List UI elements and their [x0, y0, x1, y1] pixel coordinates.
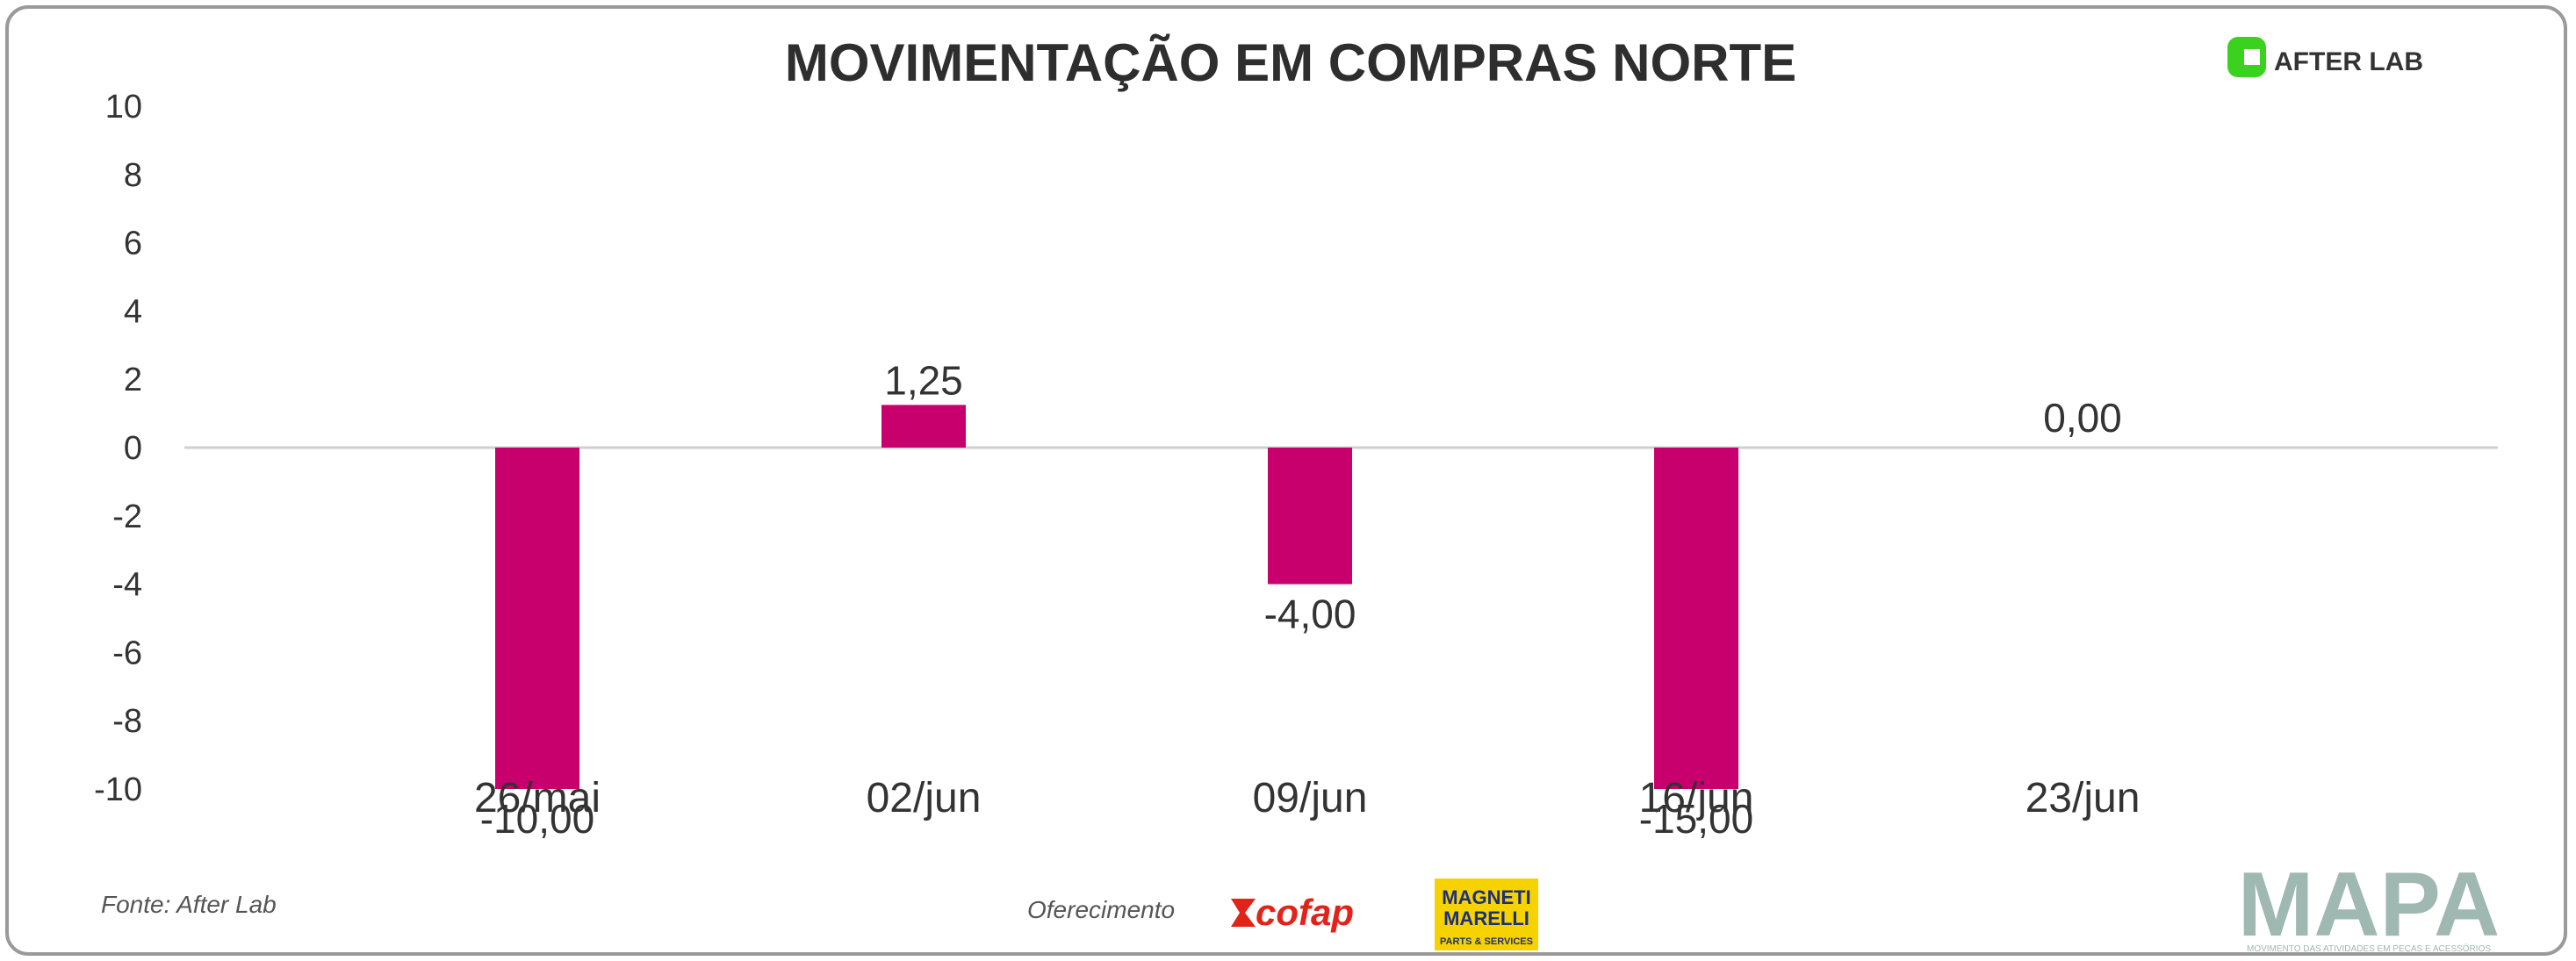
magneti-logo-bg: [1435, 879, 1538, 950]
mapa-tagline: MOVIMENTO DAS ATIVIDADES EM PEÇAS E ACES…: [2247, 943, 2491, 954]
data-label: -10,00: [480, 796, 594, 842]
source-note: Fonte: After Lab: [101, 891, 277, 918]
x-axis: 26/mai 02/jun 09/jun 16/jun 23/jun: [474, 775, 2140, 821]
mapa-logo-text: MAPA: [2238, 854, 2500, 956]
magneti-logo-line3: PARTS & SERVICES: [1440, 936, 1533, 947]
cofap-logo-text: cofap: [1256, 892, 1354, 933]
y-tick-label: -10: [94, 771, 142, 808]
category-label: 23/jun: [2026, 775, 2141, 821]
y-tick-label: -4: [112, 567, 142, 604]
y-axis: 10 8 6 4 2 0 -2 -4 -6 -8 -10: [94, 89, 142, 808]
cofap-logo-mark: [1231, 899, 1256, 927]
magneti-logo-line1: MAGNETI: [1442, 886, 1530, 908]
data-label: 0,00: [2043, 395, 2122, 441]
chart-title: MOVIMENTAÇÃO EM COMPRAS NORTE: [785, 33, 1796, 92]
bar: [1654, 448, 1738, 789]
category-label: 02/jun: [867, 775, 982, 821]
bar: [495, 448, 579, 789]
y-tick-label: -8: [112, 703, 142, 740]
data-label: 1,25: [884, 357, 963, 403]
data-label: -4,00: [1264, 592, 1356, 637]
category-label: 26/mai: [474, 775, 601, 821]
magneti-logo-line2: MARELLI: [1443, 907, 1529, 929]
data-label: -15,00: [1639, 796, 1753, 842]
bar: [881, 405, 966, 448]
bar: [1268, 448, 1352, 584]
data-labels: -10,00 1,25 -4,00 -15,00 0,00: [480, 357, 2122, 842]
cofap-logo: cofap: [1231, 892, 1354, 933]
y-tick-label: 4: [124, 293, 142, 330]
afterlab-logo: AFTER LAB: [2227, 37, 2423, 77]
y-tick-label: 0: [124, 430, 142, 467]
afterlab-logo-text: AFTER LAB: [2274, 47, 2423, 76]
y-tick-label: 10: [105, 89, 142, 126]
chart-border: [5, 5, 2567, 956]
y-tick-label: 2: [124, 362, 142, 398]
y-tick-label: 8: [124, 157, 142, 194]
category-label: 16/jun: [1639, 775, 1754, 821]
y-tick-label: -6: [112, 635, 142, 671]
category-label: 09/jun: [1253, 775, 1368, 821]
magneti-marelli-logo: MAGNETI MARELLI PARTS & SERVICES: [1435, 879, 1538, 950]
y-tick-label: -2: [112, 498, 142, 535]
sponsor-label: Oferecimento: [1027, 896, 1175, 923]
bars: [495, 405, 1738, 789]
afterlab-logo-cutout: [2244, 49, 2260, 65]
y-tick-label: 6: [124, 226, 142, 262]
mapa-logo: MAPA MOVIMENTO DAS ATIVIDADES EM PEÇAS E…: [2238, 854, 2500, 956]
